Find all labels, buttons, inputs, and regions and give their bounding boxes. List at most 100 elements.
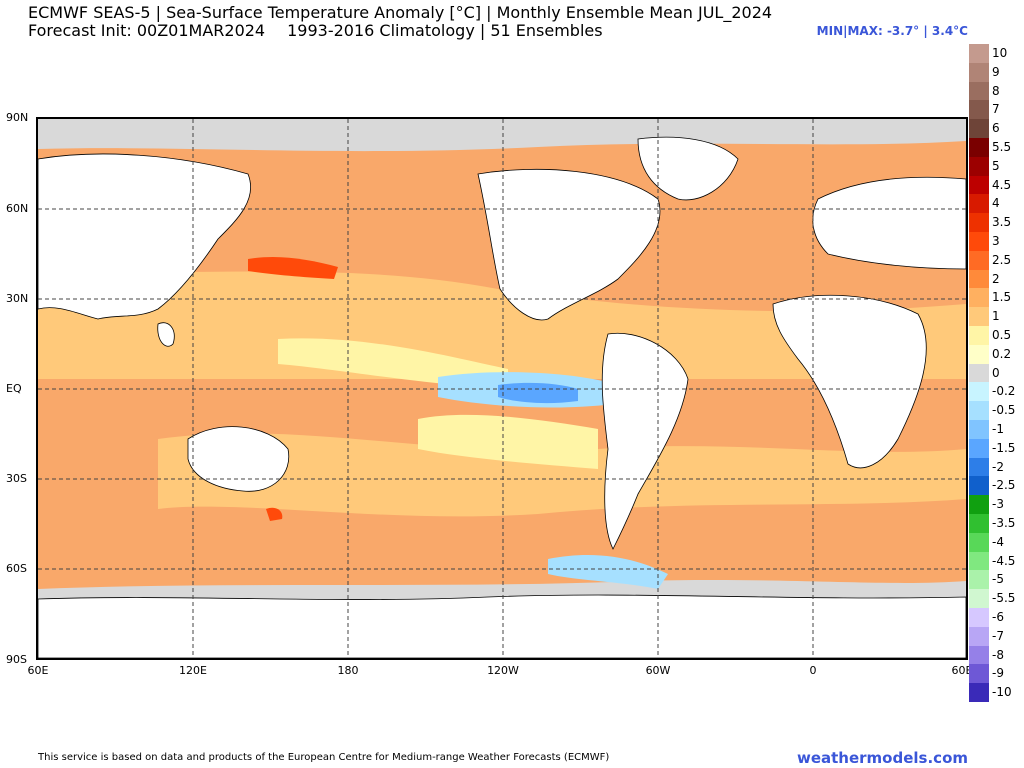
legend-swatch (969, 175, 989, 195)
map-title: ECMWF SEAS-5 | Sea-Surface Temperature A… (28, 4, 772, 40)
land-north-america (477, 168, 661, 321)
y-label-60s: 60S (6, 562, 27, 575)
brand-link[interactable]: weathermodels.com (796, 749, 968, 767)
ecmwf-credit: This service is based on data and produc… (38, 752, 610, 763)
mild-band-north (38, 269, 966, 379)
land-greenland (637, 136, 739, 201)
legend-label: 1 (992, 309, 1000, 324)
legend-swatch (969, 81, 989, 101)
legend-label: 0 (992, 365, 1000, 380)
legend-swatch (969, 457, 989, 477)
legend-swatch (969, 664, 989, 684)
legend-label: 10 (992, 46, 1008, 60)
legend-label: -9 (992, 666, 1004, 681)
legend-label: -2.5 (992, 478, 1016, 493)
color-legend (969, 44, 989, 702)
legend-label: 8 (992, 83, 1000, 98)
legend-label: 2 (992, 271, 1000, 286)
y-label-eq: EQ (6, 382, 22, 395)
legend-label: -7 (992, 628, 1004, 643)
title-line-1: ECMWF SEAS-5 | Sea-Surface Temperature A… (28, 3, 773, 22)
legend-label: -4 (992, 534, 1004, 549)
y-label-90n: 90N (6, 111, 29, 124)
y-label-90s: 90S (6, 653, 27, 666)
mild-band-south (158, 433, 966, 517)
color-legend-labels: 10 9 8 7 6 5.5 5 4.5 4 3.5 3 2.5 2 1.5 1 0.5 0.2 0 -0.2 -0.… (992, 44, 1015, 702)
forecast-init: Forecast Init: 00Z01MAR2024 (28, 21, 266, 40)
legend-swatch (969, 607, 989, 627)
pale-band-epac (418, 414, 598, 469)
legend-swatch (969, 119, 989, 138)
climatology-info: 1993-2016 Climatology | 51 Ensembles (287, 21, 603, 40)
legend-swatch (969, 325, 989, 345)
legend-label: 4.5 (992, 177, 1012, 192)
legend-label: -5.5 (992, 591, 1016, 606)
legend-label: -3.5 (992, 515, 1016, 530)
legend-swatch (969, 269, 989, 289)
land-europe (812, 176, 966, 270)
land-antarctica (38, 594, 966, 658)
cold-patch-south (548, 554, 668, 589)
legend-swatch (969, 570, 989, 590)
title-line-2: Forecast Init: 00Z01MAR2024 1993-2016 Cli… (28, 22, 772, 40)
land-africa (772, 294, 927, 469)
legend-swatch (969, 645, 989, 665)
legend-label: 6 (992, 121, 1000, 136)
legend-swatch (969, 156, 989, 176)
legend-label: -0.5 (992, 403, 1016, 418)
legend-label: 7 (992, 102, 1000, 117)
legend-label: -3 (992, 497, 1004, 512)
legend-label: -0.2 (992, 384, 1016, 399)
legend-swatch (969, 363, 989, 383)
arctic-grey (38, 119, 966, 152)
legend-swatch (969, 213, 989, 232)
legend-swatch (969, 495, 989, 514)
legend-label: -5 (992, 572, 1004, 587)
legend-swatch (969, 438, 989, 458)
legend-label: -4.5 (992, 553, 1016, 568)
map-canvas (38, 119, 966, 658)
land-asia (38, 153, 252, 320)
legend-swatch (969, 44, 989, 63)
legend-swatch (969, 382, 989, 402)
legend-swatch (969, 476, 989, 496)
legend-swatch (969, 532, 989, 552)
legend-label: 4 (992, 196, 1000, 211)
legend-label: -10 (992, 685, 1012, 700)
x-label-60e-left: 60E (27, 664, 49, 677)
legend-swatch (969, 288, 989, 308)
legend-label: 9 (992, 64, 1000, 79)
hot-spot-npac (248, 256, 338, 279)
y-label-30s: 30S (6, 472, 27, 485)
legend-swatch (969, 401, 989, 420)
legend-label: -1.5 (992, 440, 1016, 455)
legend-label: 3 (992, 233, 1000, 248)
legend-swatch (969, 231, 989, 251)
legend-label: -8 (992, 647, 1004, 662)
legend-swatch (969, 194, 989, 214)
legend-swatch (969, 419, 989, 439)
x-label-0: 0 (809, 664, 817, 677)
legend-swatch (969, 307, 989, 326)
legend-swatch (969, 551, 989, 571)
legend-label: 1.5 (992, 290, 1012, 305)
x-label-120w: 120W (487, 664, 519, 677)
legend-swatch (969, 250, 989, 270)
hot-spot-tasman (266, 507, 283, 521)
legend-label: 0.5 (992, 327, 1012, 342)
min-max-readout: MIN|MAX: -3.7° | 3.4°C (816, 24, 968, 38)
graticule (38, 119, 966, 658)
legend-label: 3.5 (992, 215, 1012, 230)
land-australia (187, 426, 290, 492)
legend-swatch (969, 100, 989, 120)
y-label-30n: 30N (6, 292, 29, 305)
legend-swatch (969, 62, 989, 82)
land-south-america (601, 332, 689, 550)
legend-label: 2.5 (992, 252, 1012, 267)
legend-swatch (969, 137, 989, 157)
legend-label: 5.5 (992, 139, 1012, 154)
x-label-120e: 120E (179, 664, 207, 677)
legend-label: -2 (992, 459, 1004, 474)
land-se-asia (157, 322, 175, 347)
x-label-60w: 60W (645, 664, 671, 677)
